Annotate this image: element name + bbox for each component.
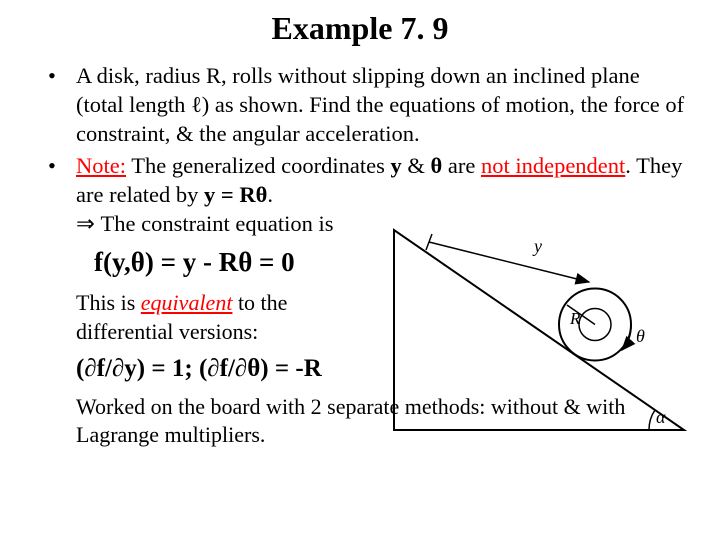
bullet-1-text: A disk, radius R, rolls without slipping… [76, 62, 692, 148]
eq-t1: This is [76, 290, 141, 315]
relation: y = Rθ [204, 182, 267, 207]
note-t1: The generalized coordinates [126, 153, 390, 178]
amp: & [402, 153, 431, 178]
alpha-label: α [656, 407, 666, 427]
y-label: y [532, 236, 542, 256]
incline-diagram: α R θ y [384, 220, 694, 450]
eq-t3: differential versions: [76, 319, 258, 344]
bullet-mark: • [48, 62, 76, 148]
eq-t2: to the [232, 290, 287, 315]
bullet-mark: • [48, 152, 76, 238]
var-y: y [390, 153, 401, 178]
bullet-1: • A disk, radius R, rolls without slippi… [48, 62, 692, 148]
note-label: Note: [76, 153, 126, 178]
r-label: R [569, 309, 581, 328]
theta-label: θ [636, 326, 645, 346]
slide-title: Example 7. 9 [0, 10, 720, 47]
note-t4: . [267, 182, 273, 207]
equivalent-word: equivalent [141, 290, 233, 315]
var-theta: θ [430, 153, 442, 178]
implies-line: ⇒ The constraint equation is [76, 211, 334, 236]
not-independent: not independent [481, 153, 625, 178]
note-t2: are [442, 153, 481, 178]
